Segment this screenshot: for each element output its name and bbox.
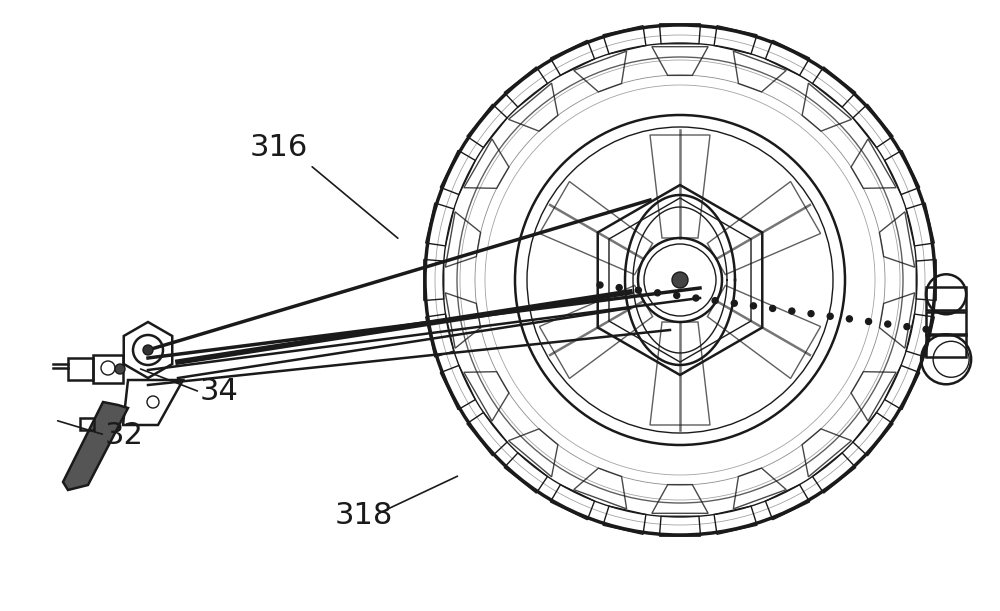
Circle shape	[597, 282, 603, 288]
Circle shape	[846, 316, 852, 322]
Circle shape	[885, 321, 891, 327]
Circle shape	[731, 300, 737, 306]
Circle shape	[674, 293, 680, 298]
Circle shape	[115, 364, 125, 374]
Circle shape	[789, 308, 795, 314]
Circle shape	[616, 285, 622, 291]
Circle shape	[904, 324, 910, 330]
Circle shape	[143, 345, 153, 355]
Circle shape	[712, 298, 718, 304]
Circle shape	[923, 326, 929, 332]
Circle shape	[808, 310, 814, 316]
Circle shape	[655, 290, 661, 296]
Text: 316: 316	[250, 133, 308, 163]
Circle shape	[635, 287, 641, 293]
Polygon shape	[63, 402, 128, 490]
Circle shape	[750, 303, 756, 309]
Circle shape	[827, 313, 833, 320]
Circle shape	[866, 318, 872, 324]
Text: 318: 318	[335, 500, 393, 530]
Circle shape	[672, 272, 688, 288]
Text: 32: 32	[105, 420, 144, 450]
Circle shape	[770, 306, 776, 312]
Text: 34: 34	[200, 378, 239, 406]
Circle shape	[693, 295, 699, 301]
